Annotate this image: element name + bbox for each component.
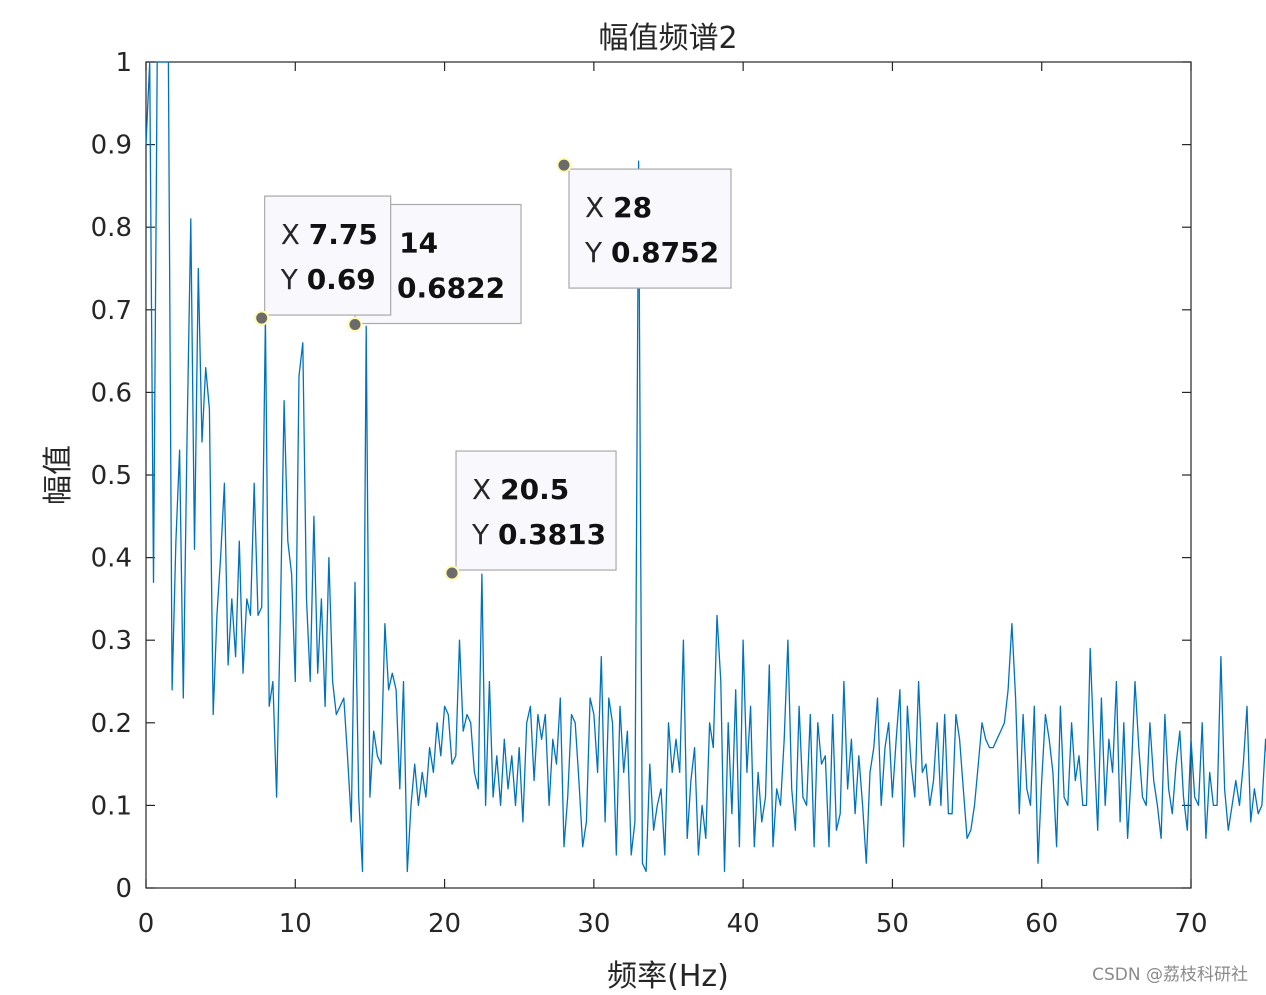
x-tick-label: 60 [1025, 909, 1058, 939]
y-axis-title: 幅值 [41, 445, 76, 505]
datatip-marker[interactable] [347, 317, 363, 333]
y-tick-label: 0.6 [91, 378, 132, 408]
y-tick-label: 0.7 [91, 296, 132, 326]
y-tick-label: 0.9 [91, 131, 132, 161]
chart-title: 幅值频谱2 [598, 21, 737, 56]
datatip-y-row: Y 0.69 [280, 263, 376, 296]
datatip-y-row: Y 0.3813 [471, 518, 606, 551]
datatip[interactable]: X 28 Y 0.8752 [568, 168, 732, 289]
y-tick-label: 0 [115, 874, 132, 904]
y-axis-ticks: 0 0.1 0.2 0.3 0.4 0.5 0.6 0.7 0.8 0.9 1 [91, 48, 1191, 904]
datatip-marker[interactable] [254, 310, 270, 326]
datatip-x-row: X 20.5 [472, 473, 569, 506]
x-tick-label: 40 [727, 909, 760, 939]
datatip-y-row: Y 0.8752 [584, 236, 719, 269]
datatip-box [264, 195, 392, 316]
x-tick-label: 30 [577, 909, 610, 939]
datatip-marker[interactable] [444, 565, 460, 581]
x-tick-label: 20 [428, 909, 461, 939]
x-tick-label: 10 [279, 909, 312, 939]
datatip-x-row: X 7.75 [281, 218, 378, 251]
x-tick-label: 70 [1174, 909, 1207, 939]
y-tick-label: 0.5 [91, 461, 132, 491]
y-tick-label: 0.1 [91, 791, 132, 821]
datatip[interactable]: X 7.75 Y 0.69 [264, 195, 392, 316]
y-tick-label: 0.2 [91, 709, 132, 739]
x-tick-label: 50 [876, 909, 909, 939]
series-line [145, 61, 1266, 873]
x-tick-label: 0 [138, 909, 155, 939]
y-tick-label: 1 [115, 48, 132, 78]
datatip-marker[interactable] [556, 157, 572, 173]
datatip-box [568, 168, 732, 289]
datatip[interactable]: X 20.5 Y 0.3813 [455, 450, 617, 571]
datatip-x-row: X 28 [585, 191, 652, 224]
x-axis-ticks: 0 10 20 30 40 50 60 70 [138, 62, 1208, 939]
y-tick-label: 0.8 [91, 213, 132, 243]
y-tick-label: 0.3 [91, 626, 132, 656]
x-axis-title: 频率(Hz) [607, 959, 729, 994]
datatip-box [455, 450, 617, 571]
y-tick-label: 0.4 [91, 544, 132, 574]
watermark: CSDN @荔枝科研社 [1092, 965, 1248, 985]
